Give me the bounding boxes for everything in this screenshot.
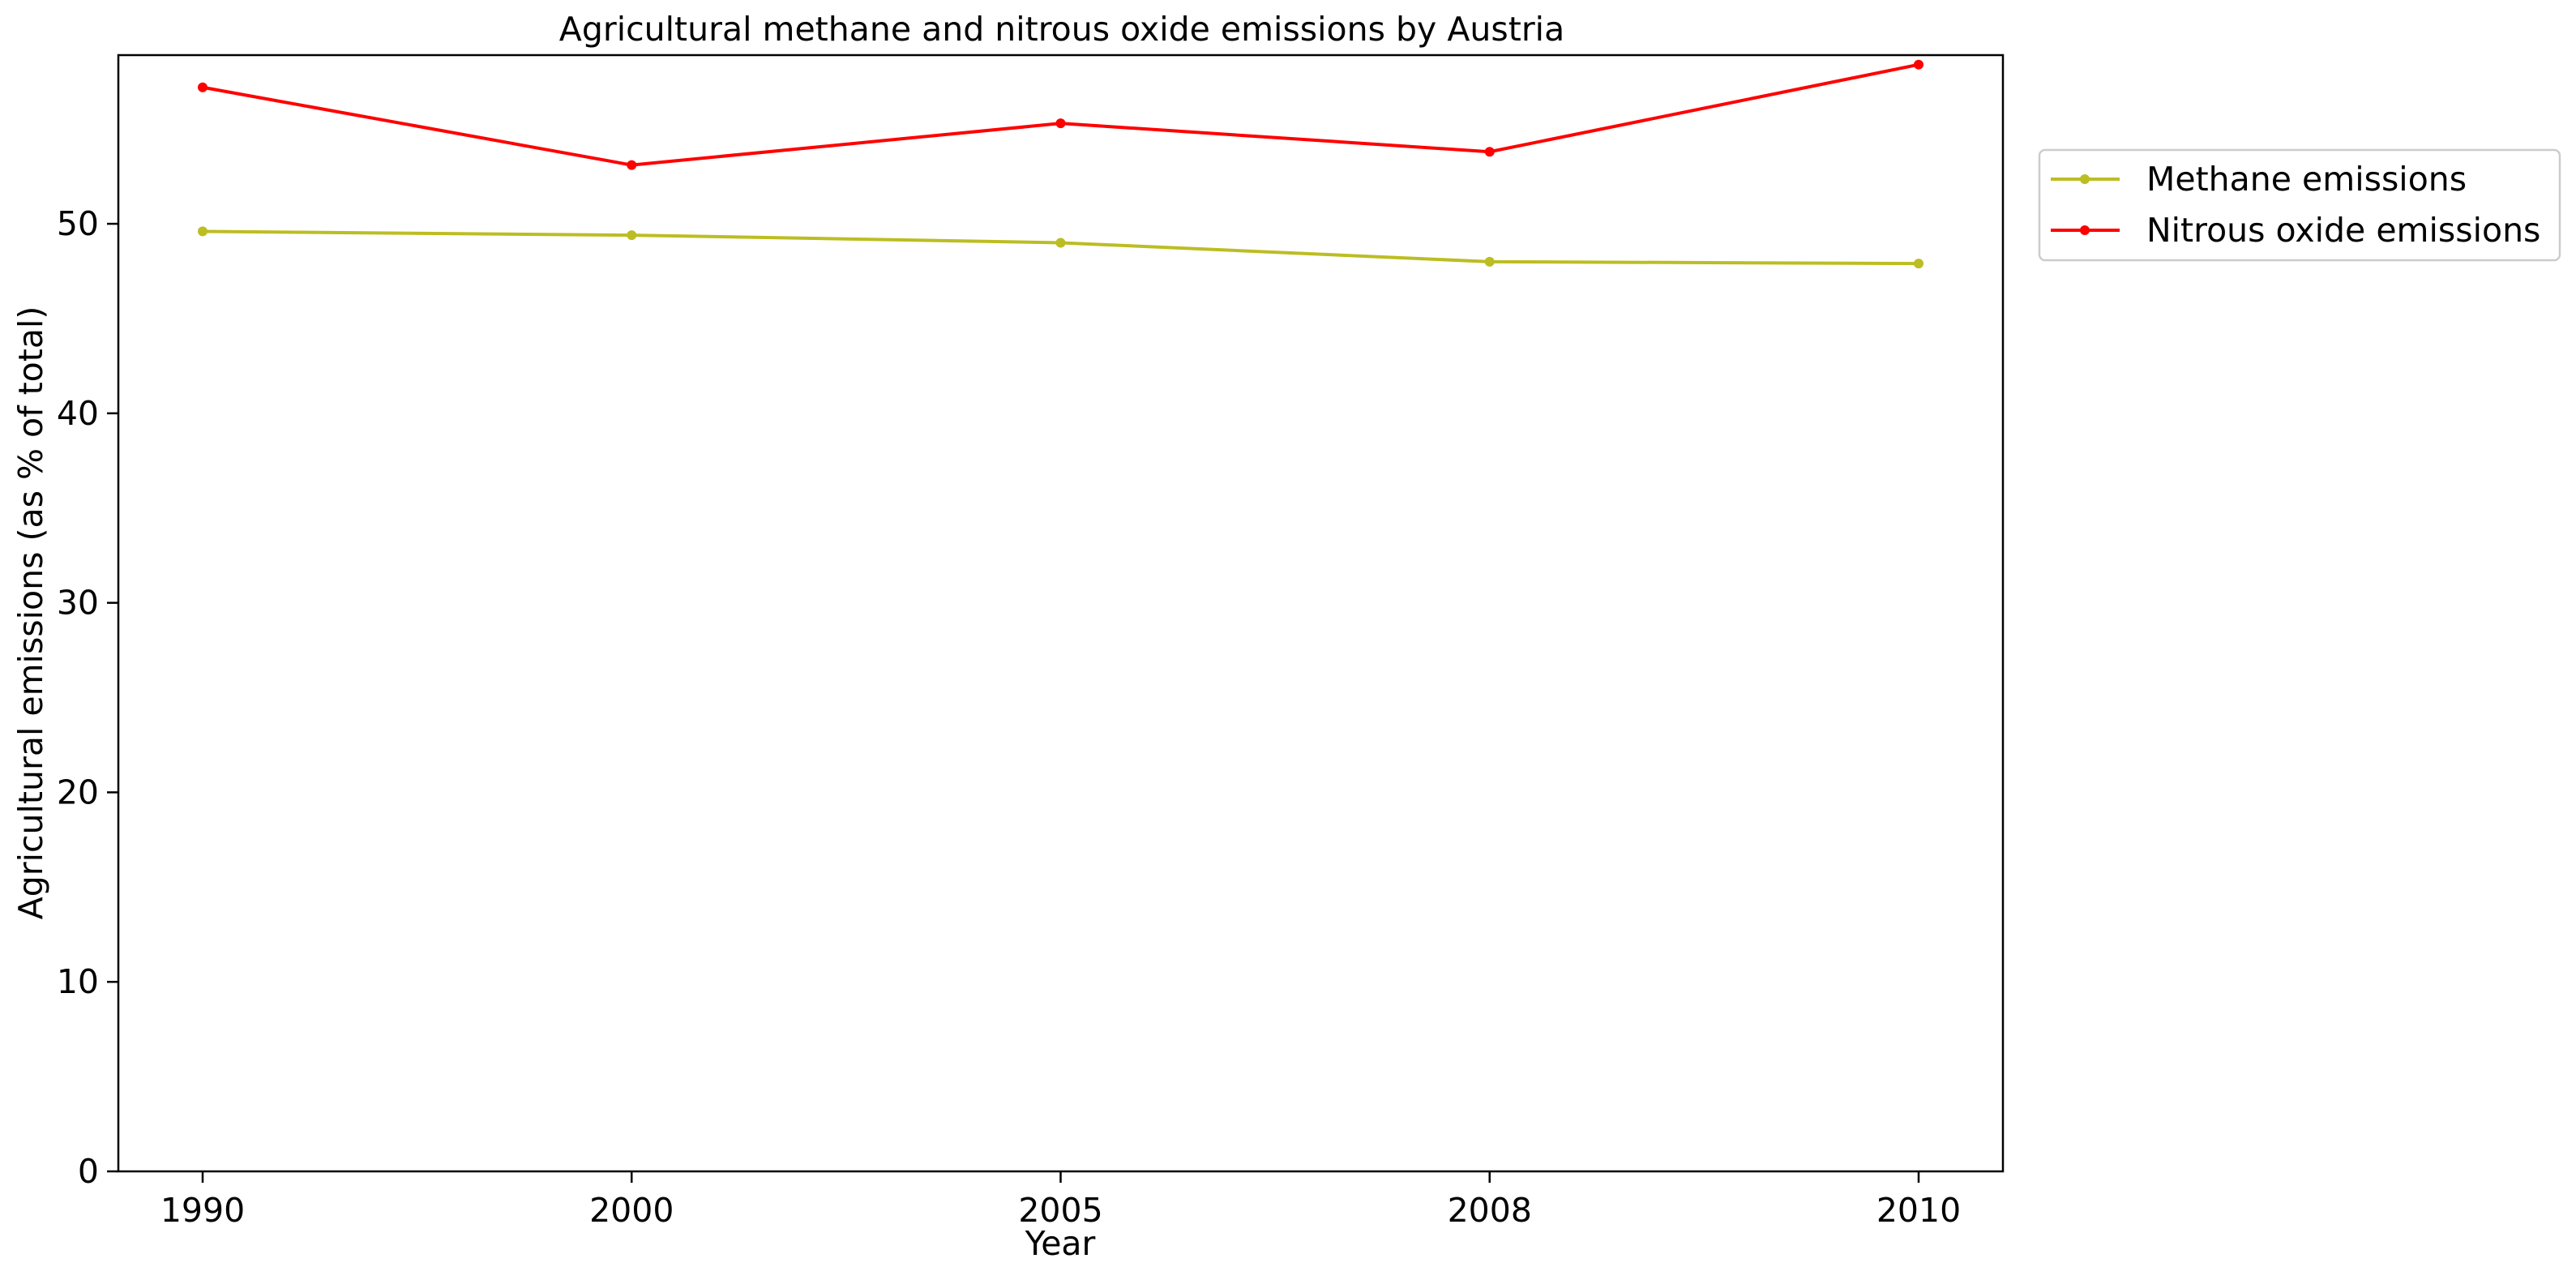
chart-title: Agricultural methane and nitrous oxide e… [559, 10, 1564, 49]
x-axis: 1990 2000 2005 2008 2010 [160, 1171, 1961, 1230]
legend-marker-nitrous-oxide-emissions [2080, 225, 2090, 235]
nitrous-oxide-emissions-point [1055, 118, 1066, 129]
methane-emissions-point [1055, 238, 1066, 248]
nitrous-oxide-emissions-point [1914, 59, 1923, 70]
nitrous-oxide-emissions-point [198, 82, 208, 92]
y-tick-label: 10 [57, 962, 99, 1001]
legend-box [2038, 148, 2561, 262]
methane-emissions-point [1484, 256, 1495, 267]
legend-label-methane-emissions: Methane emissions [2146, 160, 2467, 199]
x-tick-label: 2000 [589, 1191, 674, 1230]
nitrous-oxide-emissions-point [627, 160, 637, 170]
legend-label-nitrous-oxide-emissions: Nitrous oxide emissions [2146, 211, 2540, 250]
x-tick-label: 2008 [1448, 1191, 1532, 1230]
y-tick-label: 50 [57, 204, 99, 243]
x-tick-label: 2010 [1876, 1191, 1961, 1230]
nitrous-oxide-emissions-point [1484, 147, 1495, 157]
y-axis: 0 10 20 30 40 50 [57, 204, 118, 1191]
methane-emissions-point [1914, 259, 1923, 269]
x-tick-label: 1990 [160, 1191, 245, 1230]
y-tick-label: 0 [78, 1152, 99, 1191]
methane-emissions-point [627, 230, 637, 241]
y-tick-label: 20 [57, 773, 99, 811]
nitrous-oxide-emissions-line [202, 62, 1919, 167]
legend-marker-methane-emissions [2080, 174, 2090, 184]
plot-frame [117, 54, 2005, 1173]
x-axis-label: Year [1025, 1224, 1096, 1263]
y-axis-label: Agricultural emissions (as % of total) [11, 306, 50, 920]
legend: Methane emissions Nitrous oxide emissions [2038, 148, 2561, 262]
x-tick-label: 2005 [1018, 1191, 1102, 1230]
methane-emissions-point [198, 226, 208, 237]
series-layer [198, 59, 1923, 269]
y-tick-label: 40 [57, 394, 99, 433]
y-tick-label: 30 [57, 584, 99, 623]
